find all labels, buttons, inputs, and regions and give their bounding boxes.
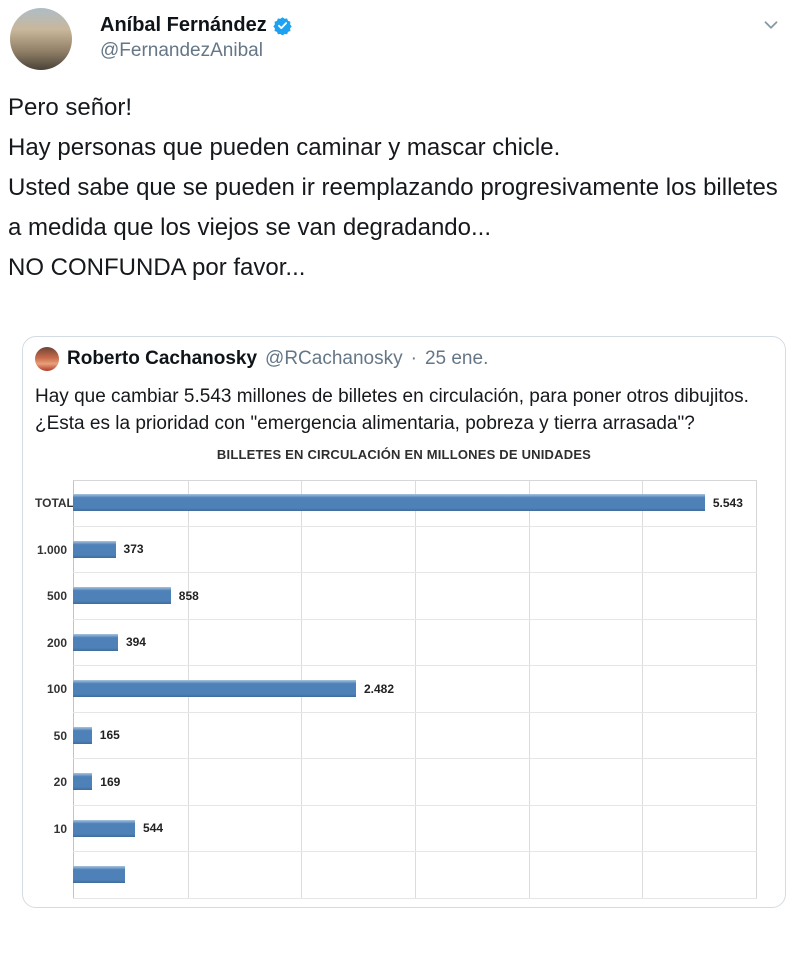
chart-category-label: 500 (46, 589, 67, 604)
chart-track: 373 (73, 527, 757, 573)
chart-rows: TOTAL 5.543 1.000 373 500 858 200 394 10… (35, 480, 757, 899)
chart-track: 544 (73, 806, 757, 852)
chart-row: 50 165 (35, 713, 757, 759)
gridline (528, 481, 530, 899)
chart-category-label: 100 (46, 682, 67, 697)
author-handle[interactable]: @FernandezAnibal (100, 40, 263, 61)
chart-track: 5.543 (73, 480, 757, 527)
chart-value-label: 544 (143, 821, 164, 836)
chart-bar (73, 819, 136, 837)
chart-row: 10 544 (35, 806, 757, 852)
tweet-line: Pero señor! (8, 94, 133, 121)
chart-category-label: 200 (46, 635, 67, 650)
chart-bar (73, 680, 356, 698)
chart-row: TOTAL 5.543 (35, 480, 757, 527)
quoted-tweet-text: Hay que cambiar 5.543 millones de billet… (35, 383, 775, 437)
chart-row: 500 858 (35, 573, 757, 620)
chart-row: 1.000 373 (35, 527, 757, 573)
chart-value-label: 2.482 (363, 681, 394, 696)
gridline (415, 481, 416, 899)
quoted-tweet-line: ¿Esta es la prioridad con "emergencia al… (35, 413, 695, 434)
chevron-down-icon[interactable] (760, 14, 782, 36)
bar-chart: BILLETES EN CIRCULACIÓN EN MILLONES DE U… (35, 447, 773, 899)
chart-bar (73, 773, 93, 791)
tweet-header: Aníbal Fernández @FernandezAnibal (0, 0, 800, 70)
quoted-tweet-card[interactable]: Roberto Cachanosky @RCachanosky · 25 ene… (22, 336, 786, 908)
chart-bar (73, 633, 118, 651)
quoted-tweet-date: 25 ene. (424, 348, 489, 369)
chart-bar (73, 726, 92, 744)
verified-badge-icon (273, 16, 292, 35)
chart-row (35, 852, 757, 899)
quoted-tweet-line: Hay que cambiar 5.543 millones de billet… (35, 386, 749, 407)
chart-title: BILLETES EN CIRCULACIÓN EN MILLONES DE U… (216, 447, 592, 462)
chart-value-label: 169 (100, 774, 121, 789)
chart-value-label: 394 (125, 635, 146, 650)
chart-value-label: 373 (123, 542, 144, 557)
chart-value-label: 165 (99, 728, 120, 743)
chart-value-label: 5.543 (712, 495, 743, 510)
tweet-line: Usted sabe que se pueden ir reemplazando… (8, 174, 778, 241)
chart-track: 394 (73, 620, 757, 666)
chart-bar (73, 587, 171, 605)
chart-row: 200 394 (35, 620, 757, 666)
meta-separator: · (410, 348, 417, 369)
chart-category-label: 50 (53, 728, 67, 743)
author-block: Aníbal Fernández @FernandezAnibal (100, 8, 292, 62)
author-name[interactable]: Aníbal Fernández (100, 14, 267, 36)
gridline (642, 481, 644, 899)
quoted-tweet-header: Roberto Cachanosky @RCachanosky · 25 ene… (35, 347, 773, 371)
chart-category-label: 20 (53, 775, 67, 790)
chart-track: 169 (73, 759, 757, 806)
chart-category-label: 10 (53, 821, 67, 836)
chart-track: 2.482 (73, 666, 757, 713)
chart-category-label: 1.000 (36, 542, 67, 557)
chart-track: 858 (73, 573, 757, 620)
chart-bar (73, 540, 116, 558)
avatar[interactable] (10, 8, 72, 70)
chart-row: 100 2.482 (35, 666, 757, 713)
chart-body: TOTAL 5.543 1.000 373 500 858 200 394 10… (35, 480, 757, 899)
tweet-text: Pero señor! Hay personas que pueden cami… (0, 70, 800, 288)
chart-value-label: 858 (178, 588, 199, 603)
chart-track (73, 852, 757, 899)
chart-row: 20 169 (35, 759, 757, 806)
tweet-line: Hay personas que pueden caminar y mascar… (8, 134, 561, 161)
quoted-author-handle: @RCachanosky (265, 348, 403, 369)
quoted-avatar (35, 347, 59, 371)
chart-track: 165 (73, 713, 757, 759)
quoted-author-name: Roberto Cachanosky (67, 348, 258, 369)
chart-category-label: TOTAL (35, 496, 74, 511)
chart-bar (73, 494, 705, 512)
tweet-line: NO CONFUNDA por favor... (8, 254, 306, 281)
chart-bar (73, 866, 126, 884)
